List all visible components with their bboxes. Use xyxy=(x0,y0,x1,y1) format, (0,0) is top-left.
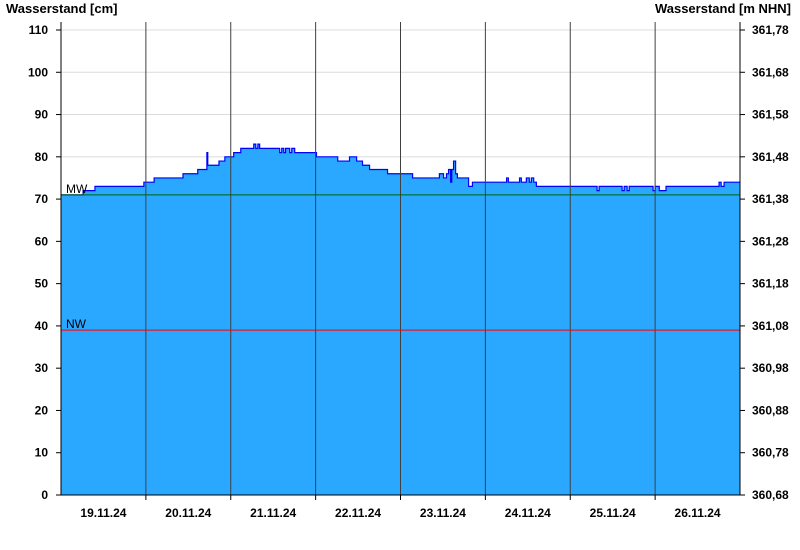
x-tick-label: 22.11.24 xyxy=(335,506,381,520)
right-y-tick-label: 360,68 xyxy=(752,488,789,502)
right-y-tick-label: 361,78 xyxy=(752,23,789,37)
right-y-tick-label: 361,18 xyxy=(752,277,789,291)
left-y-tick-label: 0 xyxy=(41,488,48,502)
left-y-tick-label: 110 xyxy=(29,23,49,37)
right-y-tick-label: 361,58 xyxy=(752,108,789,122)
left-y-tick-label: 30 xyxy=(35,361,49,375)
x-tick-label: 20.11.24 xyxy=(165,506,211,520)
left-axis-title: Wasserstand [cm] xyxy=(6,1,118,16)
x-tick-label: 23.11.24 xyxy=(420,506,466,520)
left-y-tick-label: 10 xyxy=(35,446,49,460)
reference-label-mw: MW xyxy=(66,182,88,196)
right-y-tick-label: 360,78 xyxy=(752,446,789,460)
x-tick-label: 24.11.24 xyxy=(505,506,551,520)
right-axis-title: Wasserstand [m NHN] xyxy=(654,1,791,16)
left-y-tick-label: 20 xyxy=(35,403,49,417)
left-y-tick-label: 60 xyxy=(35,234,49,248)
reference-label-nw: NW xyxy=(66,317,87,331)
left-y-tick-label: 70 xyxy=(35,192,49,206)
water-level-line xyxy=(61,143,740,196)
x-tick-label: 25.11.24 xyxy=(590,506,636,520)
right-y-tick-label: 361,48 xyxy=(752,150,789,164)
right-y-tick-label: 361,08 xyxy=(752,319,789,333)
x-tick-label: 21.11.24 xyxy=(250,506,296,520)
right-y-tick-label: 360,98 xyxy=(752,361,789,375)
left-y-tick-label: 100 xyxy=(28,65,48,79)
left-y-tick-label: 90 xyxy=(35,108,49,122)
right-y-tick-label: 360,88 xyxy=(752,403,789,417)
left-y-tick-label: 80 xyxy=(35,150,49,164)
right-y-tick-label: 361,68 xyxy=(752,65,789,79)
left-y-tick-label: 50 xyxy=(35,277,49,291)
right-y-tick-label: 361,28 xyxy=(752,234,789,248)
x-tick-label: 26.11.24 xyxy=(675,506,721,520)
x-tick-label: 19.11.24 xyxy=(80,506,126,520)
right-y-tick-label: 361,38 xyxy=(752,192,789,206)
left-y-tick-label: 40 xyxy=(35,319,49,333)
